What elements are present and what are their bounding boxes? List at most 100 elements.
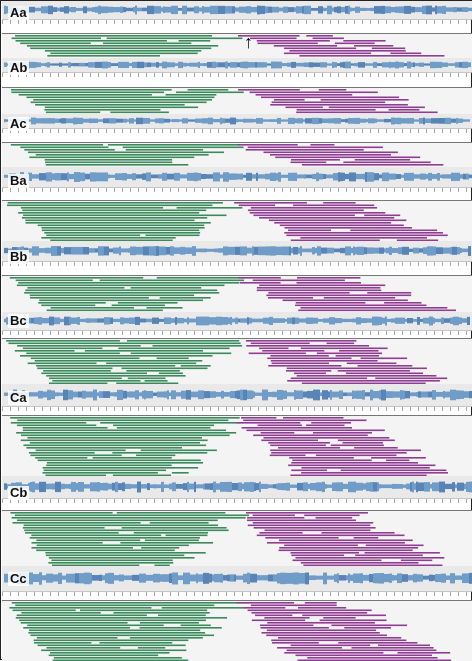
coverage-bar — [209, 317, 216, 324]
coverage-bar — [337, 6, 341, 13]
coverage-bar — [38, 391, 43, 399]
coverage-bar — [235, 318, 238, 324]
coverage-bar — [258, 247, 265, 256]
coverage-bar — [108, 62, 111, 68]
position-ruler-bb — [2, 261, 472, 266]
coverage-bar — [379, 247, 384, 253]
coverage-bar — [83, 119, 89, 123]
coverage-bar — [228, 318, 230, 324]
coverage-bar — [192, 246, 196, 256]
coverage-bar — [117, 390, 123, 400]
coverage-bar — [57, 246, 61, 255]
forward-read — [17, 285, 225, 287]
coverage-bar — [129, 63, 132, 66]
coverage-bar — [55, 392, 59, 396]
coverage-bar — [413, 248, 419, 254]
coverage-bar — [129, 391, 135, 397]
coverage-bar — [166, 247, 170, 255]
reverse-read — [287, 380, 440, 382]
forward-read — [11, 422, 243, 424]
coverage-bar — [52, 63, 59, 65]
coverage-bar — [429, 317, 433, 326]
reverse-read — [267, 622, 375, 624]
reverse-read — [259, 285, 385, 287]
coverage-bar — [452, 482, 455, 491]
forward-read — [19, 620, 206, 622]
reverse-read — [274, 222, 391, 224]
coverage-bar — [64, 317, 69, 326]
coverage-bar — [77, 317, 80, 325]
coverage-bar — [164, 119, 170, 123]
coverage-bar — [416, 392, 418, 397]
forward-read — [28, 363, 197, 365]
reverse-read — [242, 427, 352, 429]
coverage-bar — [379, 390, 381, 399]
reverse-read — [250, 92, 378, 94]
coverage-bar — [159, 118, 164, 123]
coverage-bar — [71, 63, 73, 66]
coverage-bar — [294, 390, 296, 400]
coverage-bar — [199, 7, 202, 11]
coverage-bar — [277, 118, 281, 124]
forward-read — [31, 542, 213, 544]
reverse-read — [248, 525, 371, 527]
coverage-bar — [98, 6, 101, 14]
coverage-bar — [345, 62, 351, 69]
coverage-bar — [175, 317, 177, 325]
coverage-bar — [47, 62, 50, 67]
forward-read — [47, 310, 163, 312]
coverage-bar — [189, 484, 194, 490]
coverage-bar — [102, 62, 108, 69]
coverage-bar — [71, 7, 76, 12]
coverage-bar — [337, 63, 340, 66]
coverage-bar — [250, 482, 254, 492]
panel-label-aa: Aa — [8, 6, 29, 20]
coverage-bar — [455, 62, 459, 67]
read-gap — [370, 644, 378, 646]
coverage-bar — [418, 482, 424, 491]
coverage-bar — [265, 6, 268, 13]
coverage-bar — [218, 62, 225, 67]
reverse-read — [267, 630, 376, 632]
reverse-read — [257, 287, 381, 289]
forward-read — [15, 350, 203, 352]
reverse-read — [265, 537, 378, 539]
coverage-bar — [216, 483, 220, 489]
read-gap — [91, 42, 103, 44]
panel-label-ac: Ac — [8, 117, 29, 131]
forward-read — [29, 452, 207, 454]
coverage-bar — [235, 7, 239, 11]
coverage-bar — [59, 119, 61, 123]
coverage-track-cc — [2, 566, 472, 591]
coverage-bar — [440, 175, 442, 178]
coverage-bar — [90, 318, 97, 322]
coverage-bar — [341, 7, 345, 12]
panel-separator — [2, 142, 472, 143]
reverse-read — [263, 152, 397, 154]
forward-read — [17, 615, 206, 617]
panel-separator — [2, 415, 472, 416]
coverage-bar — [468, 62, 471, 67]
forward-read — [27, 625, 210, 627]
coverage-bar — [444, 318, 450, 323]
coverage-bar — [90, 172, 96, 181]
coverage-bar — [263, 318, 269, 324]
read-gap — [297, 37, 313, 39]
forward-read — [44, 109, 160, 111]
coverage-bar — [142, 391, 144, 399]
coverage-bar — [240, 390, 243, 401]
reverse-read — [248, 147, 383, 149]
reverse-read — [292, 460, 409, 462]
read-gap — [161, 534, 165, 536]
coverage-bar — [230, 62, 237, 68]
coverage-bar — [90, 482, 97, 491]
read-plot-ac — [2, 143, 472, 167]
coverage-bar — [82, 391, 86, 399]
coverage-bar — [159, 63, 162, 66]
coverage-bar — [467, 317, 470, 325]
coverage-bar — [352, 319, 356, 323]
reverse-read — [291, 555, 422, 557]
forward-read — [30, 295, 194, 297]
coverage-bar — [453, 173, 460, 181]
coverage-bar — [443, 248, 450, 254]
